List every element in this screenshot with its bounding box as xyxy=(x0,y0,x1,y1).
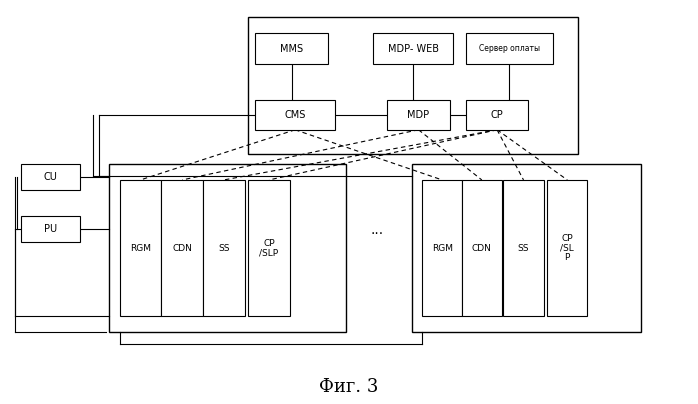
Bar xyxy=(412,164,641,332)
Bar xyxy=(161,180,203,316)
Text: MDP: MDP xyxy=(408,110,429,120)
Text: ...: ... xyxy=(370,223,383,237)
Text: CDN: CDN xyxy=(472,244,491,252)
Text: CDN: CDN xyxy=(172,244,192,252)
Text: CU: CU xyxy=(43,172,57,182)
Text: PU: PU xyxy=(44,224,57,234)
Bar xyxy=(422,180,462,316)
Text: SS: SS xyxy=(218,244,230,252)
Bar xyxy=(248,180,290,316)
Bar xyxy=(109,164,346,332)
Bar xyxy=(503,180,544,316)
Text: MDP- WEB: MDP- WEB xyxy=(388,44,439,54)
Bar xyxy=(461,180,502,316)
Bar xyxy=(248,17,579,154)
Text: MMS: MMS xyxy=(280,44,303,54)
Text: SS: SS xyxy=(518,244,529,252)
Bar xyxy=(547,180,588,316)
Bar xyxy=(373,34,453,63)
Text: CP: CP xyxy=(491,110,503,120)
Text: Фиг. 3: Фиг. 3 xyxy=(319,378,379,396)
Text: RGM: RGM xyxy=(431,244,453,252)
Text: Сервер оплаты: Сервер оплаты xyxy=(479,44,540,53)
Bar xyxy=(203,180,245,316)
Text: CMS: CMS xyxy=(284,110,306,120)
Text: RGM: RGM xyxy=(130,244,151,252)
Text: CP
/SL
P: CP /SL P xyxy=(560,234,574,262)
Bar xyxy=(255,100,335,130)
Bar xyxy=(466,34,553,63)
Bar xyxy=(21,216,80,242)
Bar xyxy=(119,180,161,316)
Bar xyxy=(387,100,450,130)
Bar xyxy=(466,100,528,130)
Bar xyxy=(255,34,328,63)
Bar xyxy=(21,164,80,190)
Text: CP
/SLP: CP /SLP xyxy=(260,239,279,257)
